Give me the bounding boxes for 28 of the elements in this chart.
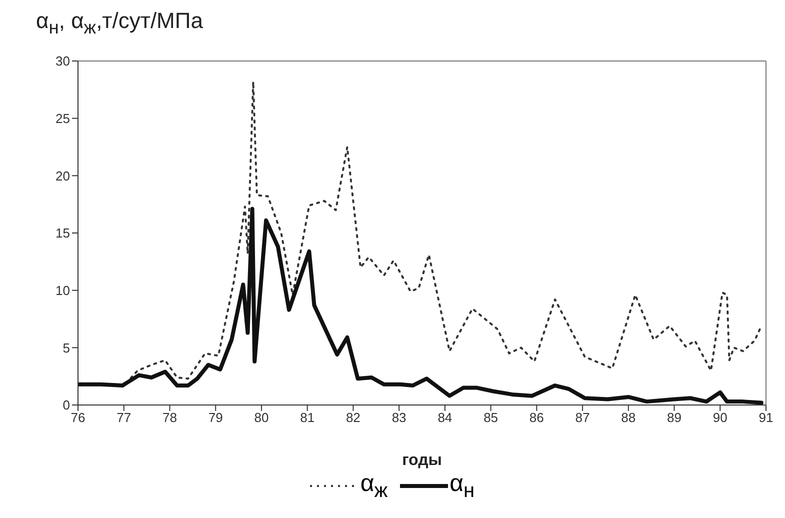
x-tick-label: 84 — [438, 410, 452, 426]
x-tick-label: 86 — [529, 410, 544, 426]
x-tick-label: 83 — [392, 410, 406, 426]
legend-label: α$_{н}$ — [450, 470, 475, 503]
y-tick-label: 0 — [62, 398, 70, 413]
x-tick-label: 76 — [70, 410, 86, 426]
x-tick-label: 81 — [300, 410, 315, 426]
y-tick-label: 20 — [56, 168, 70, 184]
y-tick-label: 30 — [56, 54, 70, 69]
legend-label: α$_{ж}$ — [360, 470, 388, 503]
x-tick-label: 80 — [254, 410, 269, 426]
x-tick-label: 77 — [116, 410, 132, 426]
y-tick-label: 10 — [56, 282, 70, 298]
x-tick-label: 91 — [758, 410, 774, 426]
x-tick-label: 88 — [621, 410, 636, 426]
y-tick-label: 25 — [56, 110, 70, 126]
x-tick-label: 79 — [208, 410, 223, 426]
y-tick-label: 5 — [62, 340, 70, 356]
x-tick-label: 87 — [575, 410, 590, 426]
x-tick-label: 85 — [484, 410, 498, 426]
x-axis-title: годы — [402, 452, 442, 469]
line-series — [78, 206, 764, 405]
x-tick-label: 82 — [346, 410, 360, 426]
x-tick-label: 89 — [667, 410, 682, 426]
x-tick-label: 78 — [162, 410, 177, 426]
y-axis-title: α$_{н}$, α$_{ж}$,т/сут/МПа — [35, 8, 204, 40]
x-tick-label: 90 — [712, 410, 728, 426]
y-tick-label: 15 — [56, 226, 70, 241]
